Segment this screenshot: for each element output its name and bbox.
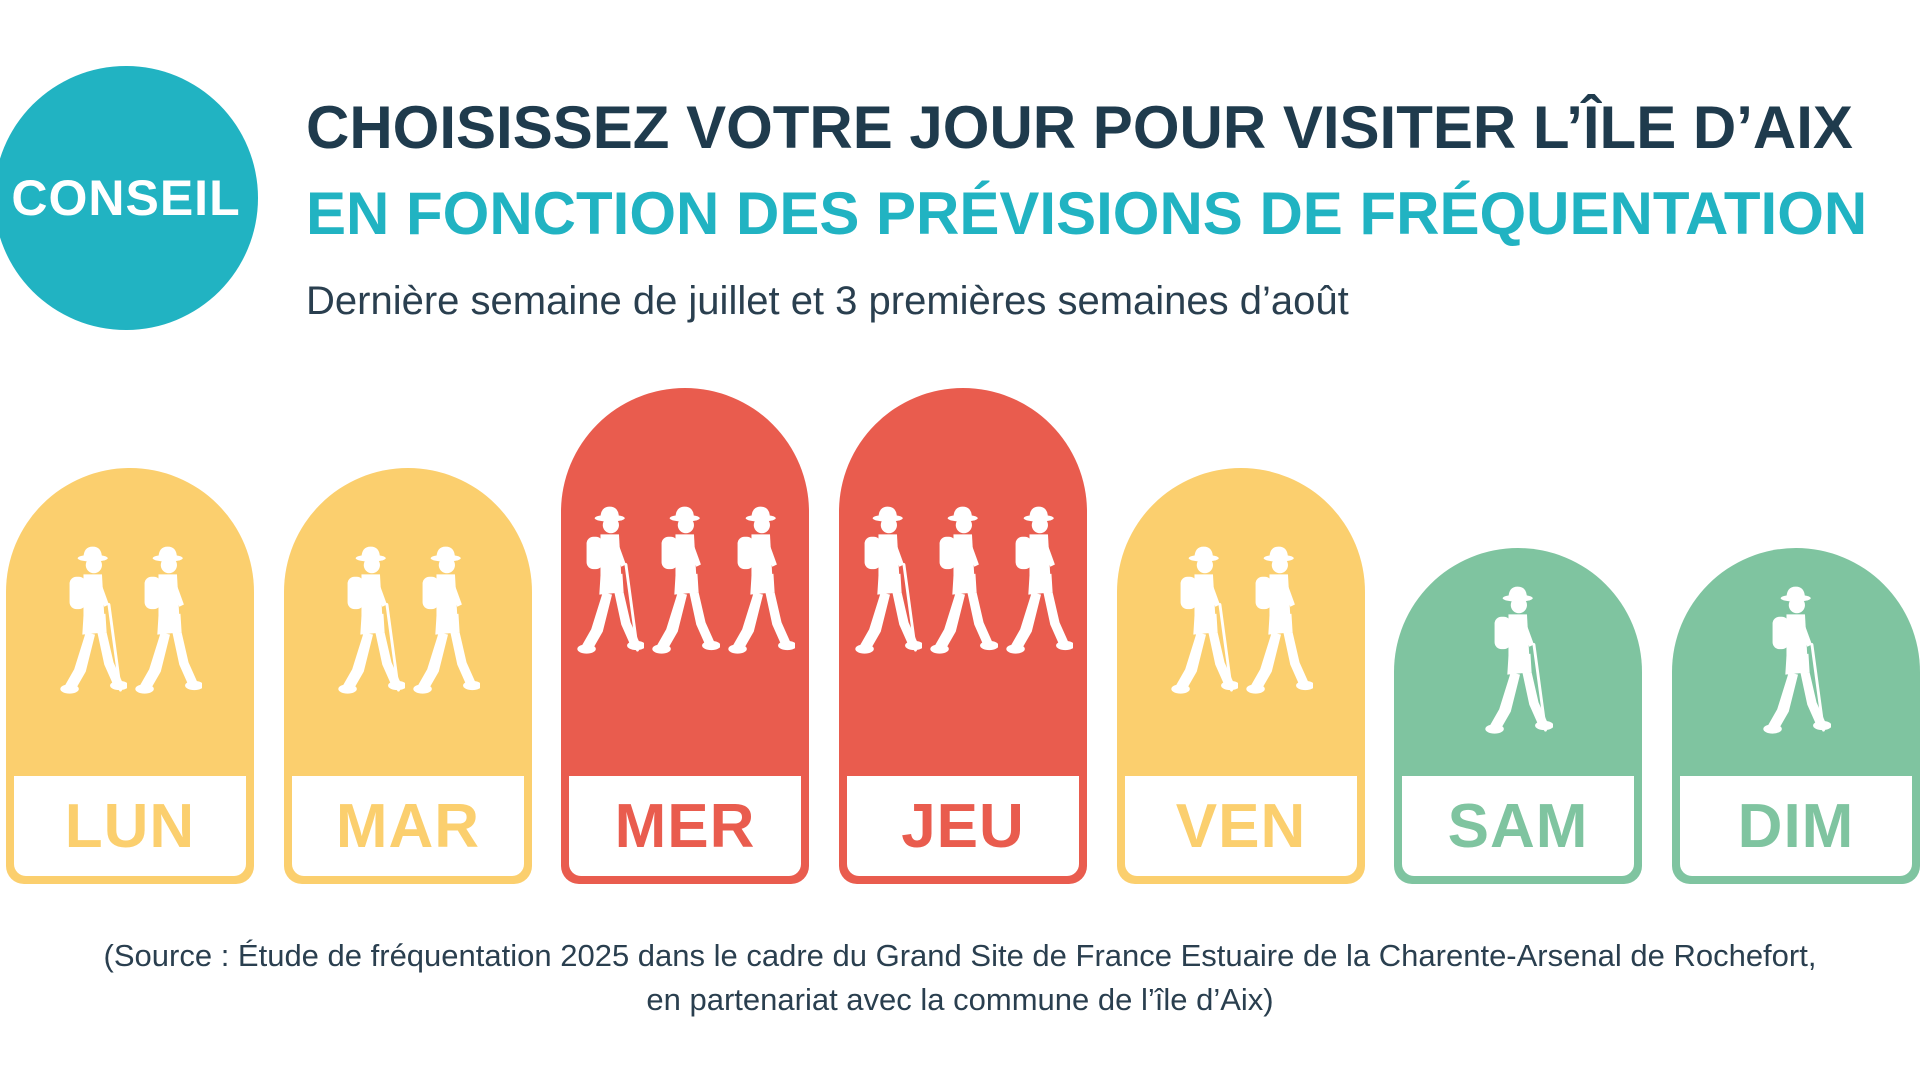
hikers-group	[1117, 542, 1365, 704]
hiker-icon	[135, 546, 203, 694]
badge-label: CONSEIL	[11, 170, 241, 226]
title-line-1: CHOISISSEZ VOTRE JOUR POUR VISITER L’ÎLE…	[306, 94, 1853, 161]
day-card-mer: MER	[561, 388, 809, 884]
day-label: JEU	[847, 776, 1079, 876]
hikers-group	[1394, 582, 1642, 744]
day-label: DIM	[1680, 776, 1912, 876]
hikers-group	[284, 542, 532, 704]
day-card-ven: VEN	[1117, 468, 1365, 884]
source-note: (Source : Étude de fréquentation 2025 da…	[0, 934, 1920, 1022]
conseil-badge: CONSEIL	[0, 66, 258, 330]
subtitle: Dernière semaine de juillet et 3 premièr…	[306, 279, 1349, 323]
hiker-icon	[1006, 506, 1074, 654]
hikers-group	[6, 542, 254, 704]
hiker-icon	[337, 546, 405, 694]
hiker-icon	[1485, 586, 1553, 734]
day-card-dim: DIM	[1672, 548, 1920, 884]
title-line-2: EN FONCTION DES PRÉVISIONS DE FRÉQUENTAT…	[306, 180, 1868, 247]
hikers-group	[1672, 582, 1920, 744]
hiker-icon	[930, 506, 998, 654]
day-card-jeu: JEU	[839, 388, 1087, 884]
hiker-icon	[59, 546, 127, 694]
day-label: MER	[569, 776, 801, 876]
hiker-icon	[413, 546, 481, 694]
day-label: MAR	[292, 776, 524, 876]
hikers-group	[839, 502, 1087, 664]
hiker-icon	[1246, 546, 1314, 694]
source-line-1: (Source : Étude de fréquentation 2025 da…	[103, 938, 1817, 973]
hikers-group	[561, 502, 809, 664]
day-label: LUN	[14, 776, 246, 876]
day-card-lun: LUN	[6, 468, 254, 884]
hiker-icon	[1170, 546, 1238, 694]
hiker-icon	[728, 506, 796, 654]
day-card-sam: SAM	[1394, 548, 1642, 884]
hiker-icon	[652, 506, 720, 654]
source-line-2: en partenariat avec la commune de l’île …	[646, 982, 1274, 1017]
day-label: VEN	[1125, 776, 1357, 876]
hiker-icon	[577, 506, 645, 654]
day-card-mar: MAR	[284, 468, 532, 884]
hiker-icon	[1763, 586, 1831, 734]
hiker-icon	[855, 506, 923, 654]
day-label: SAM	[1402, 776, 1634, 876]
